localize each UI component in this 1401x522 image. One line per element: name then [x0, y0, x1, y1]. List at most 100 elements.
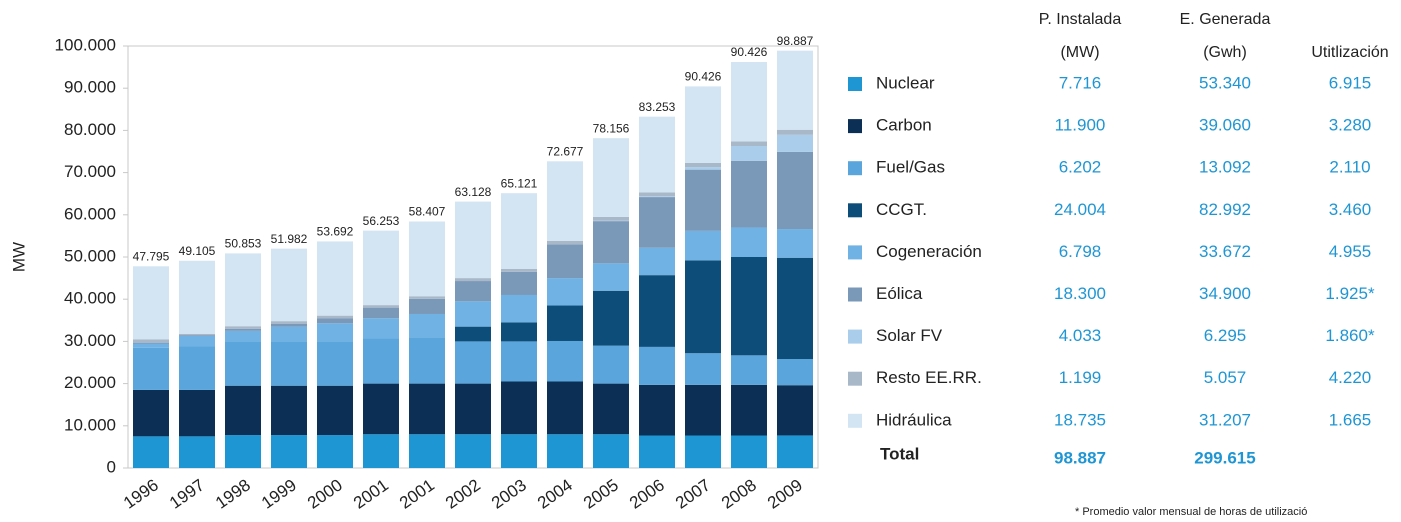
legend-label: Fuel/Gas — [876, 158, 945, 177]
total-label: 47.795 — [133, 249, 170, 263]
total-label: 63.128 — [455, 185, 492, 199]
bar-segment — [409, 314, 445, 337]
total-cell: 299.615 — [1194, 448, 1255, 467]
bar-segment — [179, 334, 215, 335]
total-row-label: Total — [880, 444, 919, 463]
legend-label: CCGT. — [876, 200, 927, 219]
table-cell: 13.092 — [1199, 158, 1251, 177]
bar-segment — [133, 339, 169, 342]
table-cell: 39.060 — [1199, 116, 1251, 135]
bar-segment — [501, 381, 537, 434]
x-tick-label: 2004 — [534, 475, 576, 512]
bar-segment — [593, 291, 629, 346]
bar-segment — [363, 338, 399, 383]
total-label: 51.982 — [271, 232, 308, 246]
bar-segment — [363, 318, 399, 338]
total-label: 78.156 — [593, 121, 630, 135]
table-cell: 6.295 — [1204, 326, 1247, 345]
table-cell: 18.300 — [1054, 284, 1106, 303]
table-cell: 7.716 — [1059, 73, 1102, 92]
x-tick-label: 1999 — [258, 475, 300, 512]
bar-segment — [731, 355, 767, 385]
table-cell: 3.460 — [1329, 200, 1372, 219]
table-cell: 4.955 — [1329, 242, 1372, 261]
bar-segment — [777, 359, 813, 385]
y-tick-label: 80.000 — [64, 120, 116, 139]
bar-segment — [547, 434, 583, 468]
y-axis-label: MW — [9, 242, 28, 272]
legend-label: Cogeneración — [876, 242, 982, 261]
y-tick-label: 50.000 — [64, 246, 116, 265]
bar-segment — [777, 51, 813, 130]
bar-segment — [639, 275, 675, 347]
bar-segment — [731, 141, 767, 146]
bar-segment — [777, 229, 813, 258]
bar-segment — [501, 193, 537, 269]
bar-segment — [271, 386, 307, 435]
x-tick-label: 1996 — [120, 475, 162, 512]
bar-segment — [179, 261, 215, 334]
table-cell: 5.057 — [1204, 368, 1247, 387]
bar-segment — [363, 384, 399, 435]
x-tick-label: 2005 — [580, 475, 622, 512]
x-tick-label: 2008 — [718, 475, 760, 512]
bar-segment — [363, 231, 399, 305]
bar-segment — [501, 269, 537, 272]
legend-swatch — [848, 372, 862, 386]
y-tick-label: 20.000 — [64, 373, 116, 392]
legend-swatch — [848, 77, 862, 91]
table-cell: 53.340 — [1199, 73, 1251, 92]
y-tick-label: 60.000 — [64, 204, 116, 223]
bar-segment — [271, 249, 307, 322]
table-cell: 6.915 — [1329, 73, 1372, 92]
legend-label: Nuclear — [876, 73, 935, 92]
bar-segment — [225, 341, 261, 385]
bar-segment — [593, 221, 629, 263]
bar-segment — [455, 327, 491, 342]
bar-segment — [455, 278, 491, 281]
bar-segment — [685, 385, 721, 436]
bar-segment — [731, 436, 767, 468]
bar-segment — [271, 324, 307, 327]
table-cell: 1.665 — [1329, 410, 1372, 429]
bar-segment — [225, 253, 261, 326]
table-header: P. Instalada — [1039, 11, 1122, 28]
bar-segment — [409, 299, 445, 314]
bar-segment — [317, 386, 353, 435]
bar-segment — [731, 161, 767, 228]
bar-segment — [685, 167, 721, 170]
table-cell: 24.004 — [1054, 200, 1106, 219]
table-header: Utitlización — [1311, 44, 1388, 61]
bar-segment — [639, 385, 675, 436]
bar-segment — [409, 222, 445, 297]
bar-segment — [777, 435, 813, 468]
legend-label: Resto EE.RR. — [876, 368, 982, 387]
table-header: E. Generada — [1180, 11, 1271, 28]
bar-segment — [501, 272, 537, 295]
bar-segment — [501, 434, 537, 468]
legend-swatch — [848, 288, 862, 302]
bar-segment — [455, 301, 491, 326]
bar-segment — [547, 244, 583, 278]
bar-segment — [317, 435, 353, 468]
bar-segment — [685, 170, 721, 231]
x-tick-label: 2006 — [626, 475, 668, 512]
bar-segment — [731, 62, 767, 141]
y-tick-label: 100.000 — [55, 35, 116, 54]
bar-segment — [685, 436, 721, 468]
total-label: 49.105 — [179, 244, 216, 258]
bar-segment — [363, 308, 399, 319]
bar-segment — [225, 331, 261, 342]
x-tick-label: 1997 — [166, 475, 208, 512]
bar-segment — [639, 347, 675, 385]
bar-segment — [685, 260, 721, 353]
table-cell: 31.207 — [1199, 410, 1251, 429]
table-cell: 82.992 — [1199, 200, 1251, 219]
table-cell: 2.110 — [1329, 158, 1370, 177]
bar-segment — [225, 386, 261, 435]
bar-segment — [317, 241, 353, 315]
legend-label: Carbon — [876, 116, 932, 135]
y-tick-label: 10.000 — [64, 415, 116, 434]
table-cell: 18.735 — [1054, 410, 1106, 429]
